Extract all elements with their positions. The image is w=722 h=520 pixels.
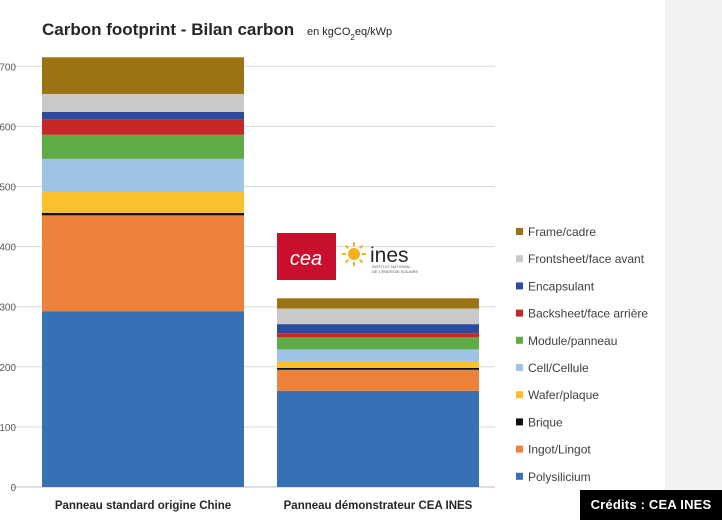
legend-label: Frame/cadre xyxy=(528,225,596,239)
x-category-label: Panneau démonstrateur CEA INES xyxy=(284,500,473,512)
legend-item: Frontsheet/face avant xyxy=(516,252,645,266)
cea-logo-text: cea xyxy=(290,248,322,270)
bar-segment-wafer-plaque-0 xyxy=(42,191,244,213)
legend-item: Module/panneau xyxy=(516,334,617,348)
y-tick-label: 300 xyxy=(0,303,16,314)
legend-item: Wafer/plaque xyxy=(516,388,599,402)
legend-swatch xyxy=(516,255,523,263)
chart-unit: en kgCO2eq/kWp xyxy=(307,26,392,42)
y-tick-label: 200 xyxy=(0,363,16,374)
y-tick-label: 400 xyxy=(0,243,16,254)
legend-swatch xyxy=(516,282,523,290)
y-tick-label: 0 xyxy=(10,483,16,494)
ines-tagline-2: DE L'ÉNERGIE SOLAIRE xyxy=(372,269,418,274)
bar-segment-frame-cadre-1 xyxy=(277,298,479,309)
bar-segment-module-panneau-1 xyxy=(277,337,479,350)
legend-item: Brique xyxy=(516,415,563,429)
bar-segment-encapsulant-1 xyxy=(277,324,479,334)
legend-swatch xyxy=(516,418,523,426)
legend-item: Backsheet/face arrière xyxy=(516,307,648,321)
bar-segment-brique-0 xyxy=(42,212,244,216)
y-axis-ticks: 0 100 200 300 400 500 600 700 xyxy=(0,62,16,494)
legend-label: Brique xyxy=(528,415,563,429)
chart-title: Carbon footprint - Bilan carbon xyxy=(42,20,294,39)
legend-swatch xyxy=(516,472,523,480)
cea-logo: cea xyxy=(277,233,336,280)
legend: Frame/cadre Frontsheet/face avant Encapsul… xyxy=(516,225,648,484)
bar-segment-ingot-lingot-1 xyxy=(277,369,479,391)
bar-segment-encapsulant-0 xyxy=(42,111,244,120)
y-tick-label: 600 xyxy=(0,122,16,133)
bar-segment-cell-cellule-1 xyxy=(277,349,479,362)
credits-badge: Crédits : CEA INES xyxy=(580,490,722,520)
y-tick-label: 500 xyxy=(0,183,16,194)
legend-label: Encapsulant xyxy=(528,279,595,293)
legend-swatch xyxy=(516,336,523,344)
legend-item: Polysilicium xyxy=(516,470,591,484)
bar-segment-frontsheet-face-avant-1 xyxy=(277,308,479,325)
legend-swatch xyxy=(516,445,523,453)
ines-logo: ines INSTITUT NATIONAL DE L'ÉNERGIE SOLA… xyxy=(342,242,418,274)
ines-logo-text: ines xyxy=(370,244,409,267)
partner-logos: cea ines INSTITUT NATIONAL DE L'ÉNERGIE … xyxy=(277,233,418,280)
legend-item: Cell/Cellule xyxy=(516,361,589,375)
bar-segment-backsheet-face-arri-re-0 xyxy=(42,119,244,135)
y-tick-label: 100 xyxy=(0,423,16,434)
legend-item: Frame/cadre xyxy=(516,225,596,239)
legend-label: Module/panneau xyxy=(528,334,617,348)
bar-segment-backsheet-face-arri-re-1 xyxy=(277,333,479,338)
x-category-label: Panneau standard origine Chine xyxy=(55,500,231,512)
legend-label: Wafer/plaque xyxy=(528,388,599,402)
bar-segment-polysilicium-0 xyxy=(42,311,244,487)
legend-label: Ingot/Lingot xyxy=(528,443,591,457)
bar-segment-cell-cellule-0 xyxy=(42,158,244,192)
legend-swatch xyxy=(516,309,523,317)
legend-swatch xyxy=(516,364,523,371)
ines-tagline-1: INSTITUT NATIONAL xyxy=(372,264,412,269)
right-gutter xyxy=(665,0,722,520)
sun-icon xyxy=(342,242,366,266)
legend-label: Frontsheet/face avant xyxy=(528,252,645,266)
legend-item: Ingot/Lingot xyxy=(516,443,591,457)
bar-segment-ingot-lingot-0 xyxy=(42,215,244,312)
legend-label: Cell/Cellule xyxy=(528,361,589,375)
legend-label: Polysilicium xyxy=(528,470,591,484)
x-axis-labels: Panneau standard origine Chine Panneau dé… xyxy=(55,500,473,512)
bar-segment-polysilicium-1 xyxy=(277,390,479,487)
bar-segment-frame-cadre-0 xyxy=(42,57,244,94)
legend-label: Backsheet/face arrière xyxy=(528,307,648,321)
y-tick-label: 700 xyxy=(0,62,16,73)
legend-item: Encapsulant xyxy=(516,279,595,293)
bar-segment-brique-1 xyxy=(277,368,479,370)
bars xyxy=(42,57,479,487)
bar-segment-wafer-plaque-1 xyxy=(277,361,479,369)
bar-segment-module-panneau-0 xyxy=(42,134,244,159)
legend-swatch xyxy=(516,391,523,399)
bar-segment-frontsheet-face-avant-0 xyxy=(42,93,244,112)
legend-swatch xyxy=(516,228,523,235)
